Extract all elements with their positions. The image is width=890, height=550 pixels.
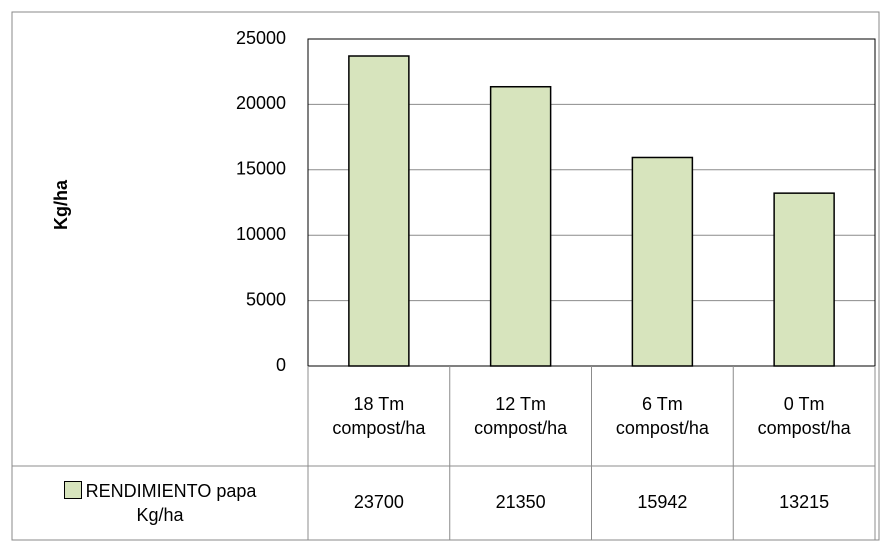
category-cell: 18 Tm compost/ha (332, 394, 426, 438)
y-tick-label: 0 (276, 355, 286, 375)
y-tick-label: 10000 (236, 224, 286, 244)
legend-swatch (63, 481, 82, 499)
category-cell: 6 Tm compost/ha (615, 394, 709, 438)
table-value: 15942 (637, 492, 687, 512)
y-tick-label: 15000 (236, 159, 286, 179)
bar (631, 156, 694, 367)
chart-border (11, 11, 880, 541)
legend-label: RENDIMIENTO papa Kg/ha (85, 481, 257, 525)
bar (348, 55, 410, 367)
table-value: 21350 (496, 492, 546, 512)
legend: RENDIMIENTO papa Kg/ha (12, 466, 308, 540)
x-tick-label: 18 Tm compost/ha (332, 394, 426, 438)
category-cell: 0 Tm compost/ha (757, 394, 851, 438)
y-tick-label: 25000 (236, 28, 286, 48)
x-tick-label: 0 Tm compost/ha (757, 394, 851, 438)
table-value: 23700 (354, 492, 404, 512)
y-tick-label: 5000 (246, 289, 286, 309)
legend-entry: RENDIMIENTO papa Kg/ha (45, 479, 275, 527)
x-tick-label: 6 Tm compost/ha (615, 394, 709, 438)
table-value: 13215 (779, 492, 829, 512)
legend-cell: RENDIMIENTO papa Kg/ha (12, 466, 308, 540)
bar (773, 192, 835, 367)
y-axis-label: Kg/ha (51, 179, 71, 230)
bar (489, 85, 552, 367)
x-tick-label: 12 Tm compost/ha (474, 394, 568, 438)
y-tick-label: 20000 (236, 93, 286, 113)
category-cell: 12 Tm compost/ha (474, 394, 568, 438)
